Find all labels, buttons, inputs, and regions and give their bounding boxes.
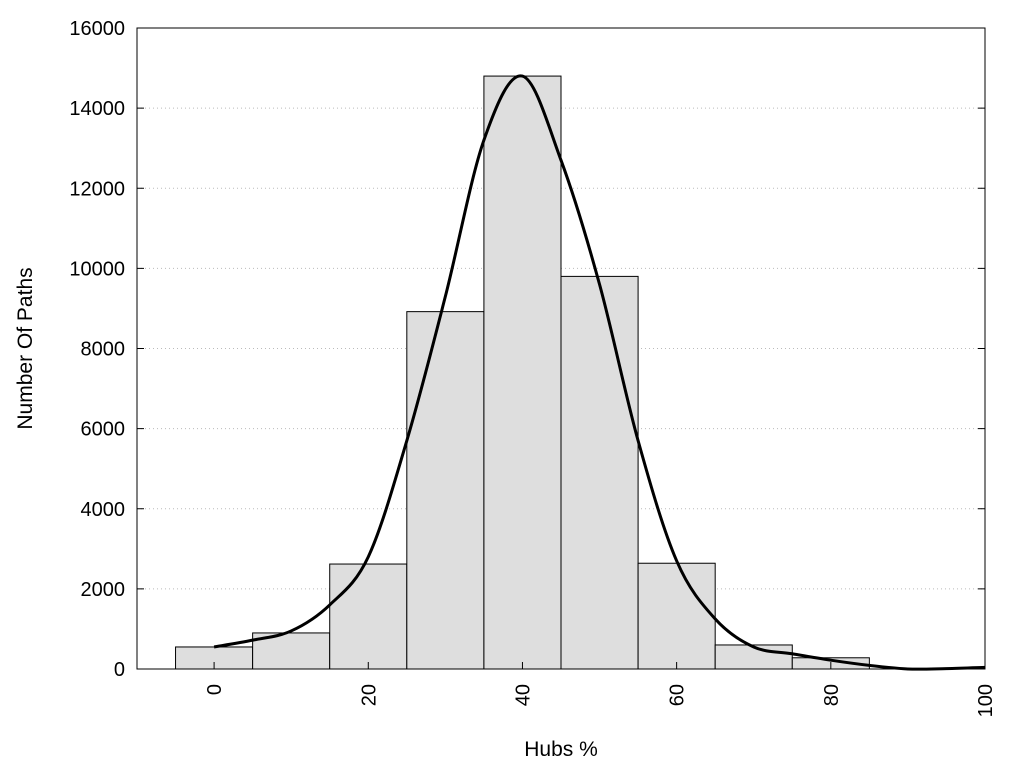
y-tick-label: 6000 (81, 419, 126, 441)
tick-labels: 0 2000 4000 6000 8000 10000 12000 14000 16000 0 20… (69, 18, 997, 717)
histogram-bar (483, 75, 562, 670)
histogram-bar (329, 563, 408, 670)
x-axis-title: Hubs % (524, 738, 598, 761)
y-tick-label: 8000 (81, 339, 126, 361)
histogram-bar (637, 562, 716, 670)
histogram-bar (560, 275, 639, 670)
y-tick-label: 12000 (69, 178, 125, 200)
y-tick-label: 4000 (81, 499, 126, 521)
x-tick-label: 100 (975, 684, 997, 717)
density-curve-line (213, 74, 986, 671)
x-tick-label: 60 (667, 684, 689, 706)
y-tick-label: 10000 (69, 258, 125, 280)
histogram-bars (175, 75, 870, 670)
y-tick-label: 2000 (81, 579, 126, 601)
histogram-bar (406, 311, 485, 670)
y-tick-label: 0 (114, 659, 125, 681)
density-curve (213, 74, 986, 671)
y-tick-label: 16000 (69, 18, 125, 40)
y-axis-title: Number Of Paths (14, 267, 37, 429)
axis-ticks (137, 27, 986, 670)
x-tick-label: 20 (358, 684, 380, 706)
y-tick-label: 14000 (69, 98, 125, 120)
x-tick-label: 0 (204, 684, 226, 695)
x-tick-label: 80 (821, 684, 843, 706)
x-tick-label: 40 (512, 684, 534, 706)
